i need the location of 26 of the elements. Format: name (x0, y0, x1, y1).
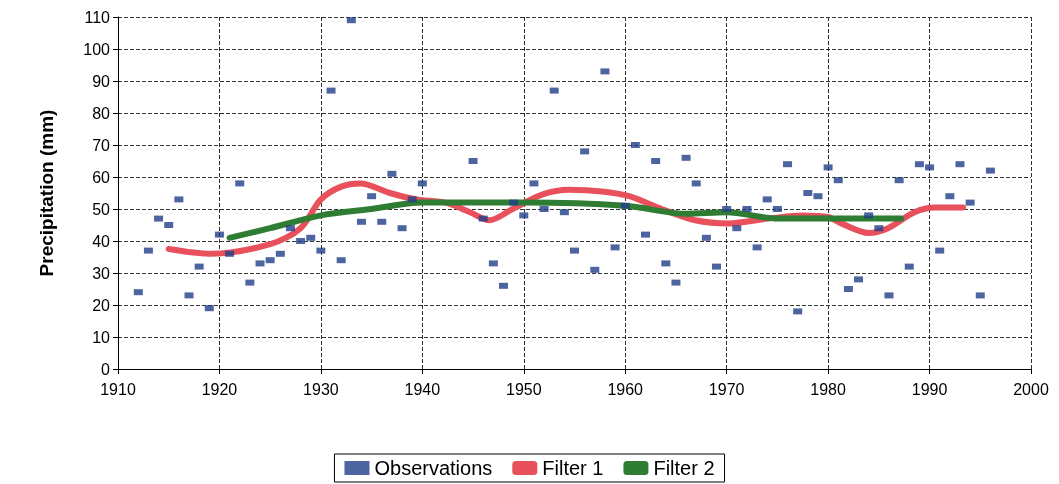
y-tick-label: 90 (92, 72, 111, 90)
y-tick-label: 80 (92, 104, 111, 122)
y-axis-title: Precipitation (mm) (36, 109, 57, 277)
x-tick-label: 1980 (810, 380, 847, 398)
y-tick-label: 30 (92, 264, 111, 282)
y-tick-label: 110 (84, 8, 111, 26)
x-tick-label: 1950 (505, 380, 542, 398)
y-tick-label: 0 (101, 360, 111, 378)
y-tick-label: 60 (92, 168, 111, 186)
y-tick-label: 20 (92, 296, 111, 314)
legend-label: Filter 1 (542, 457, 604, 479)
legend-label: Observations (374, 457, 493, 479)
x-tick-label: 1920 (201, 380, 238, 398)
legend-label: Filter 2 (653, 457, 715, 479)
x-tick-label: 1910 (100, 380, 136, 398)
x-tick-label: 1970 (708, 380, 745, 398)
x-tick-label: 1930 (303, 380, 339, 398)
y-tick-label: 10 (92, 328, 111, 346)
y-tick-label: 70 (92, 136, 111, 154)
x-tick-label: 2000 (1013, 380, 1049, 398)
x-tick-label: 1940 (404, 380, 441, 398)
x-tick-label: 1990 (911, 380, 948, 398)
y-tick-label: 100 (83, 40, 111, 58)
y-tick-label: 50 (92, 200, 111, 218)
x-tick-label: 1960 (607, 380, 644, 398)
y-tick-label: 40 (92, 232, 111, 250)
